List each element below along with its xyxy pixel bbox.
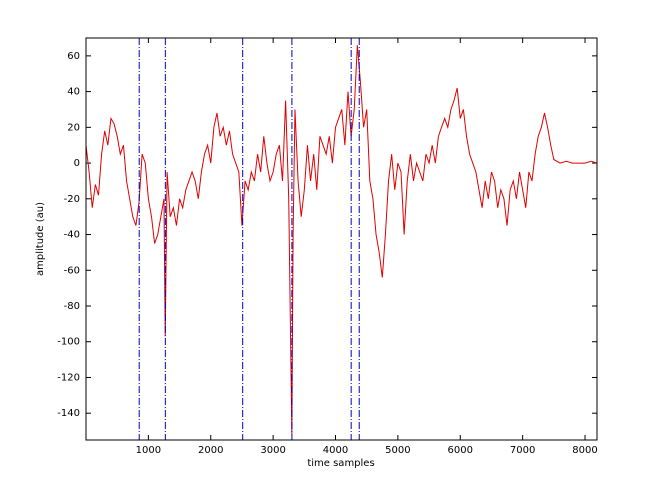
x-tick-label: 1000: [136, 445, 161, 456]
x-tick-label: 8000: [572, 445, 597, 456]
y-tick-label: -20: [64, 194, 80, 205]
x-axis-label: time samples: [307, 458, 374, 469]
y-tick-label: -100: [57, 337, 80, 348]
y-tick-label: -120: [57, 372, 80, 383]
y-tick-label: -80: [64, 301, 80, 312]
signal-line: [85, 45, 598, 435]
y-tick-label: 0: [74, 158, 80, 169]
x-tick-label: 7000: [510, 445, 535, 456]
x-tick-label: 4000: [323, 445, 348, 456]
plot-frame: [85, 37, 598, 441]
y-tick-label: 40: [67, 87, 80, 98]
x-tick-label: 2000: [198, 445, 223, 456]
y-tick-label: -40: [64, 230, 80, 241]
x-tick-label: 6000: [448, 445, 473, 456]
y-tick-label: 60: [67, 51, 80, 62]
y-tick-label: 20: [67, 122, 80, 133]
y-axis-label: amplitude (au): [35, 202, 46, 276]
y-tick-label: -60: [64, 265, 80, 276]
y-tick-label: -140: [57, 408, 80, 419]
x-tick-label: 5000: [385, 445, 410, 456]
x-tick-label: 3000: [260, 445, 285, 456]
